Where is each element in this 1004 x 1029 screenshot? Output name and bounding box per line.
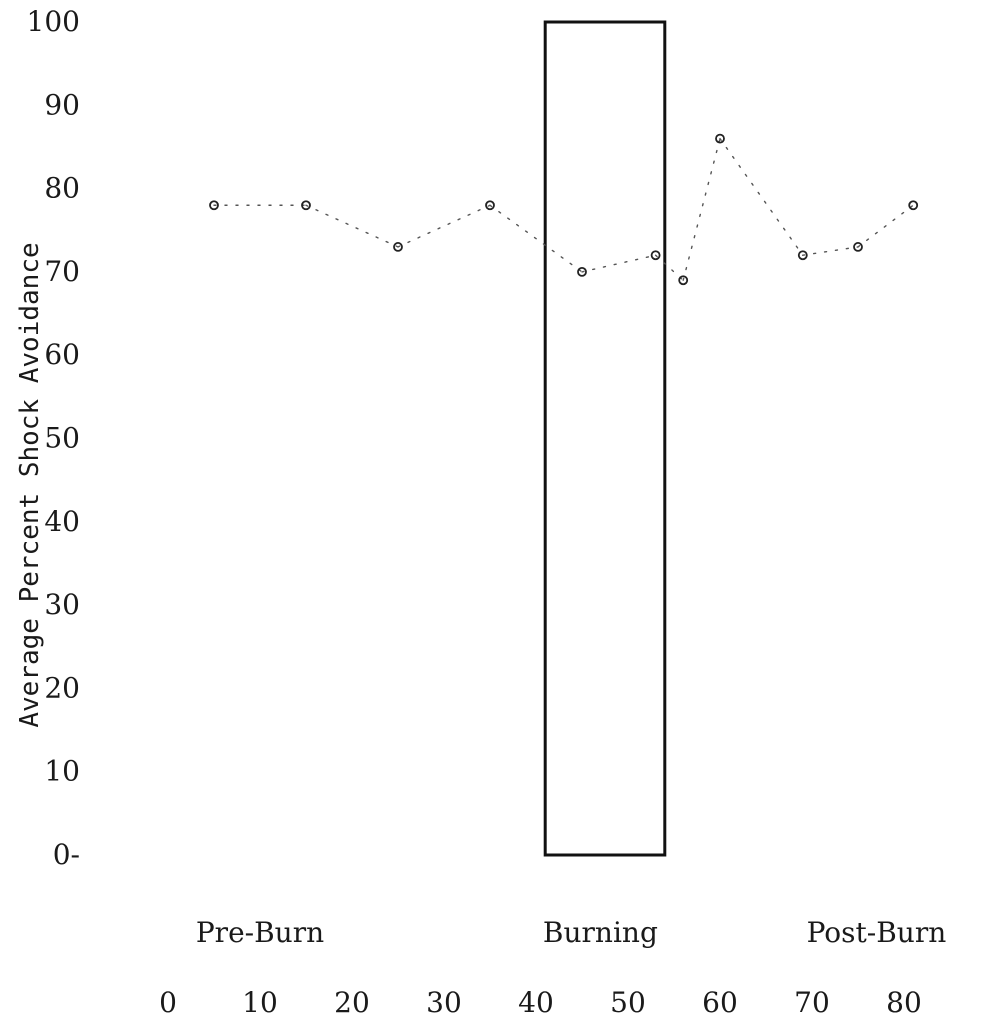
series-line-segment bbox=[654, 254, 684, 281]
series-lines bbox=[213, 137, 914, 281]
data-point bbox=[678, 275, 689, 286]
phase-label: Post-Burn bbox=[807, 916, 947, 949]
series-line-segment bbox=[489, 204, 583, 273]
burning-period-box-group bbox=[543, 20, 667, 857]
data-point bbox=[209, 200, 219, 211]
data-point bbox=[485, 200, 495, 211]
series-line-segment bbox=[682, 137, 721, 281]
phase-labels: Pre-Burn Burning Post-Burn bbox=[196, 916, 946, 949]
y-tick-label: 20 bbox=[44, 671, 80, 704]
x-tick-label: 40 bbox=[518, 986, 554, 1019]
x-tick-label: 50 bbox=[610, 986, 646, 1019]
data-point bbox=[797, 250, 808, 261]
x-tick-label: 80 bbox=[886, 986, 922, 1019]
x-axis-ticks: 0 10 20 30 40 50 60 70 80 bbox=[159, 986, 922, 1019]
x-tick-label: 70 bbox=[794, 986, 830, 1019]
burning-period-box bbox=[543, 20, 667, 857]
y-tick-label: 60 bbox=[44, 338, 80, 371]
y-tick-label: 0- bbox=[53, 838, 80, 871]
y-tick-label: 50 bbox=[44, 422, 80, 455]
x-tick-label: 60 bbox=[702, 986, 738, 1019]
y-axis-label: Average Percent Shock Avoidance bbox=[15, 242, 45, 727]
phase-label: Burning bbox=[543, 916, 658, 949]
data-points bbox=[209, 133, 919, 286]
series-line-segment bbox=[581, 254, 657, 273]
data-point bbox=[908, 200, 919, 211]
series-line-segment bbox=[857, 204, 914, 248]
y-tick-label: 30 bbox=[44, 588, 80, 621]
series-line-segment bbox=[802, 246, 859, 256]
phase-label: Pre-Burn bbox=[196, 916, 324, 949]
x-tick-label: 10 bbox=[242, 986, 278, 1019]
y-tick-label: 100 bbox=[27, 5, 80, 38]
x-tick-label: 0 bbox=[159, 986, 177, 1019]
series-line-segment bbox=[397, 204, 491, 248]
y-tick-label: 80 bbox=[44, 172, 80, 205]
series-line-segment bbox=[719, 137, 804, 256]
x-tick-label: 30 bbox=[426, 986, 462, 1019]
data-point bbox=[393, 242, 403, 252]
y-tick-label: 70 bbox=[44, 255, 80, 288]
y-tick-label: 10 bbox=[44, 755, 80, 788]
y-tick-label: 90 bbox=[44, 88, 80, 121]
data-point bbox=[715, 133, 725, 144]
data-point bbox=[577, 266, 587, 277]
x-tick-label: 20 bbox=[334, 986, 370, 1019]
y-tick-label: 40 bbox=[44, 505, 80, 538]
series-line-segment bbox=[305, 204, 399, 248]
data-point bbox=[301, 200, 311, 211]
data-point bbox=[650, 250, 661, 261]
y-axis-ticks: 0- 10 20 30 40 50 60 70 80 90 100 bbox=[27, 5, 80, 871]
data-point bbox=[853, 242, 863, 252]
